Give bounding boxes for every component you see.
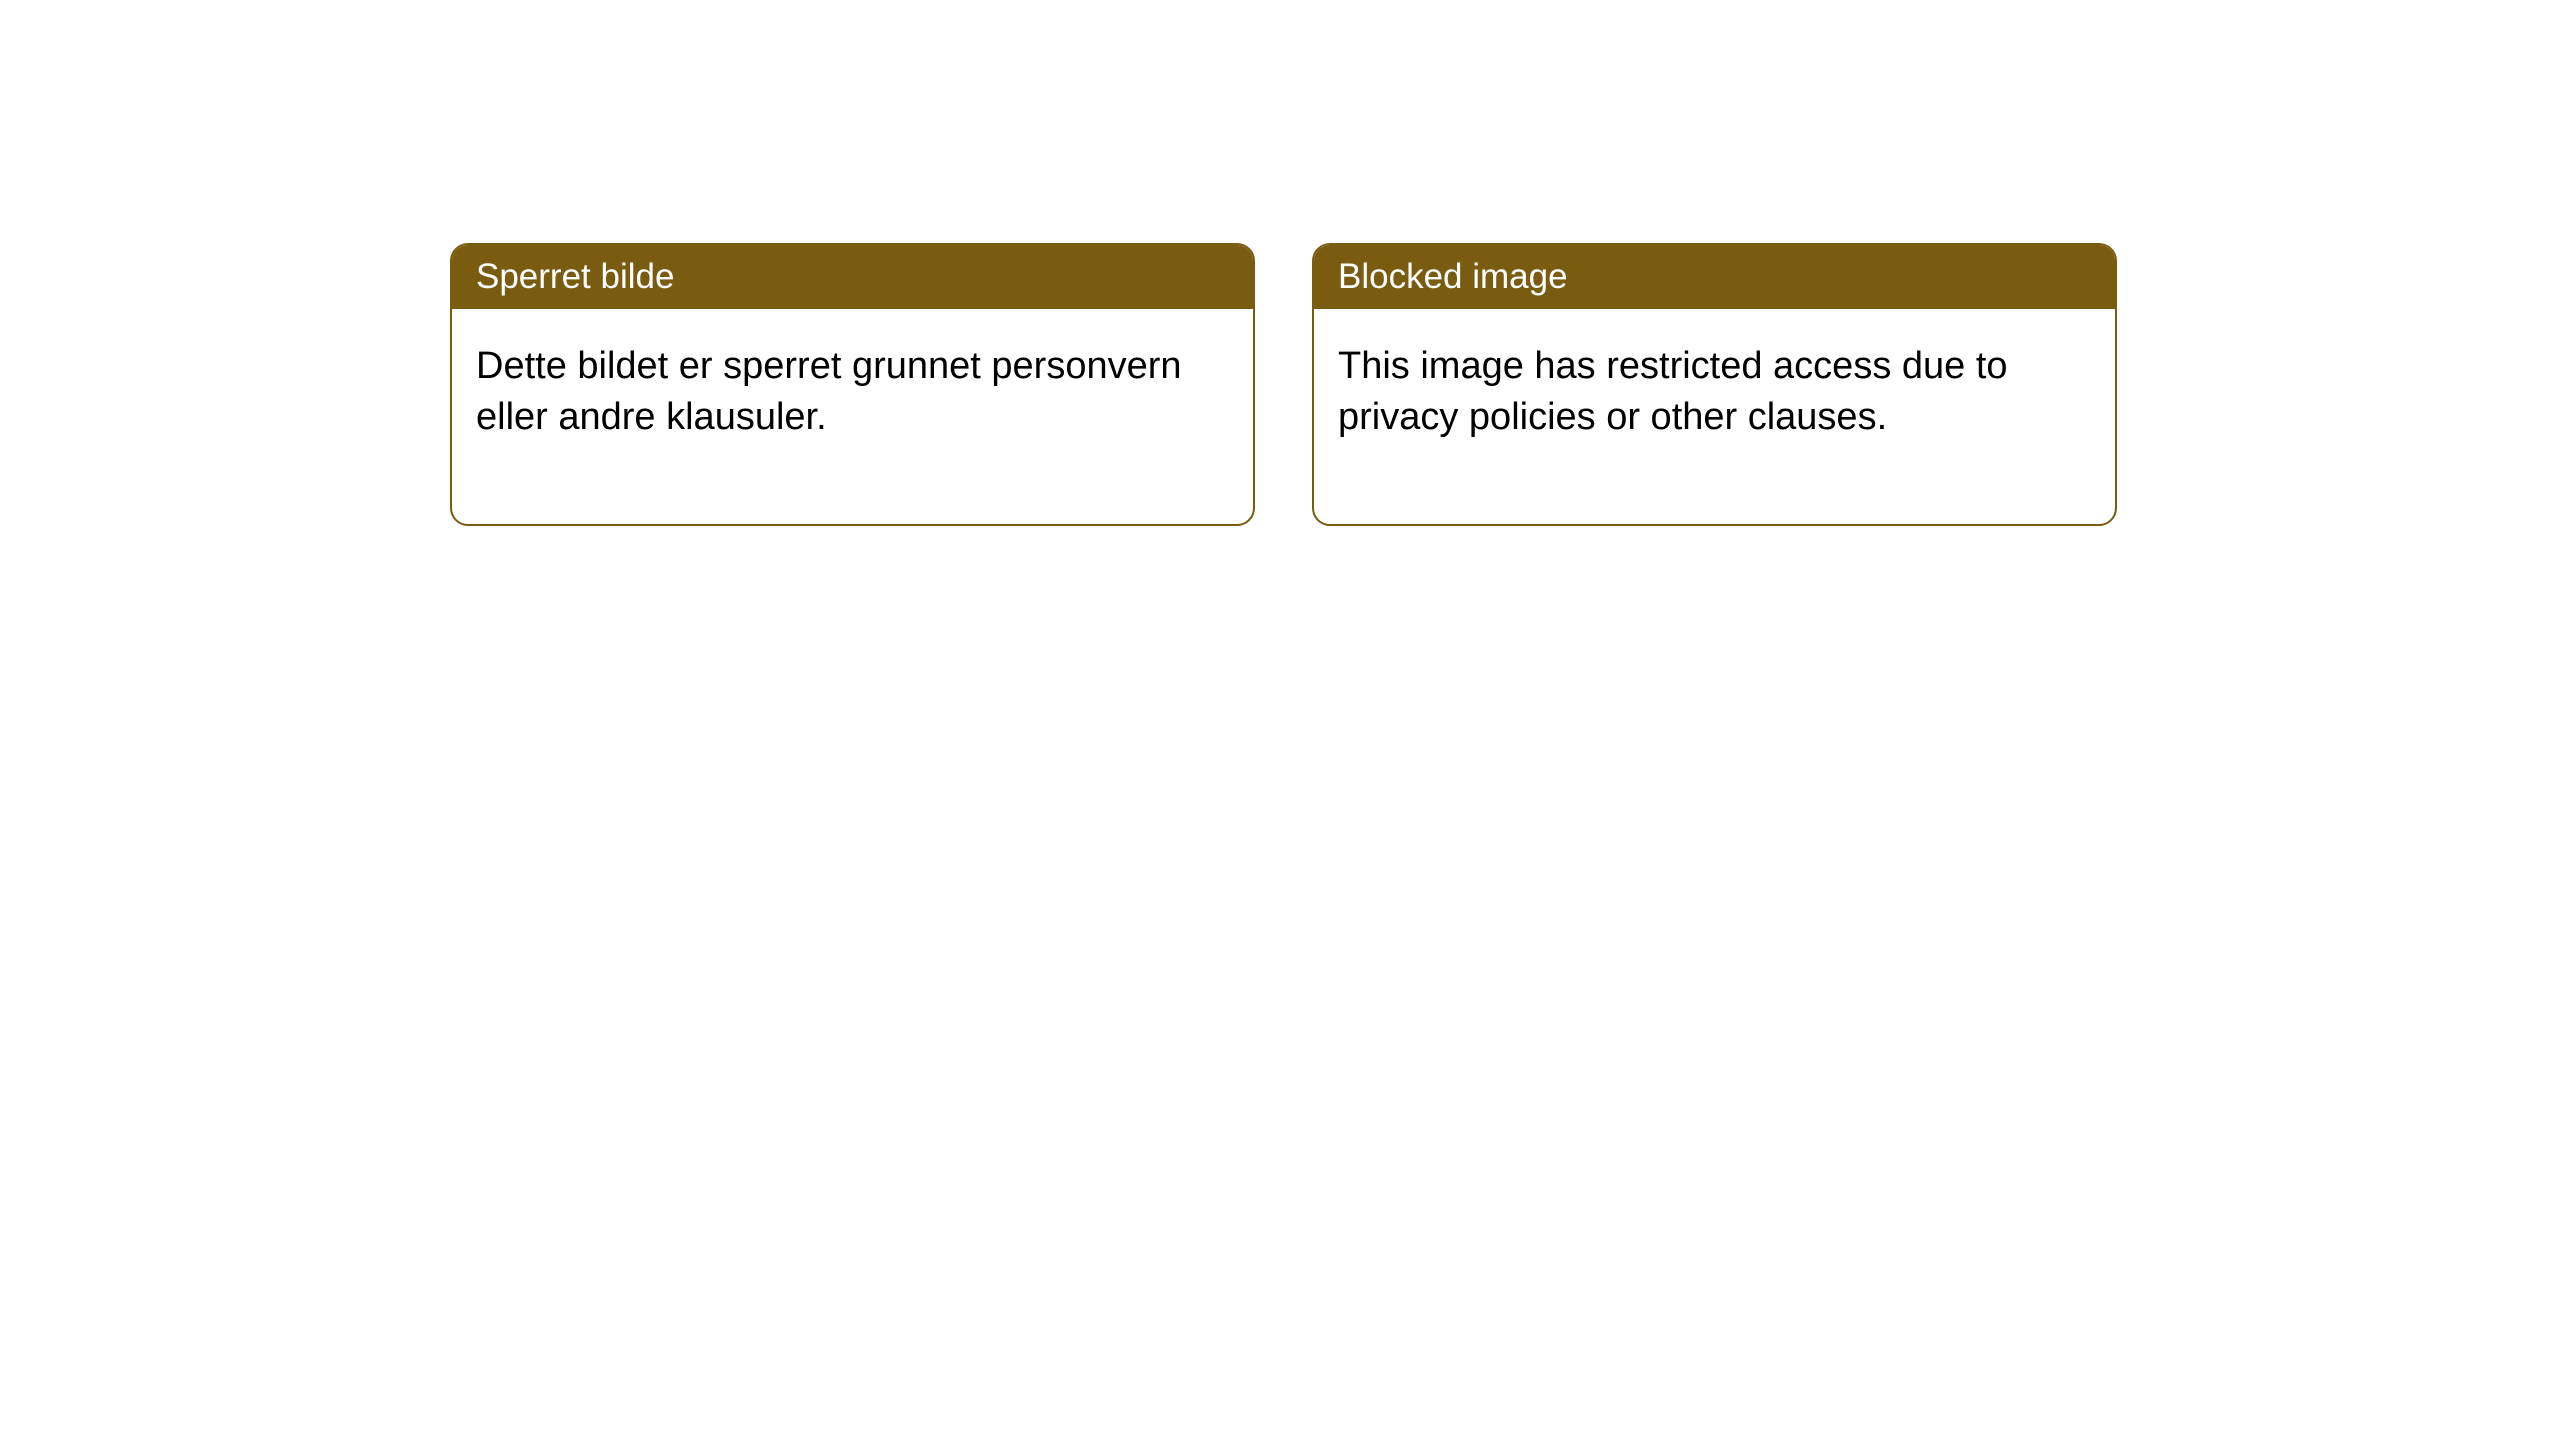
card-title: Blocked image xyxy=(1338,257,1568,296)
card-body-text: Dette bildet er sperret grunnet personve… xyxy=(476,345,1182,438)
card-body: Dette bildet er sperret grunnet personve… xyxy=(452,309,1253,524)
card-header: Sperret bilde xyxy=(452,245,1253,309)
blocked-image-card-en: Blocked image This image has restricted … xyxy=(1312,243,2117,526)
blocked-image-card-no: Sperret bilde Dette bildet er sperret gr… xyxy=(450,243,1255,526)
card-header: Blocked image xyxy=(1314,245,2115,309)
card-body-text: This image has restricted access due to … xyxy=(1338,345,2008,438)
card-title: Sperret bilde xyxy=(476,257,674,296)
card-body: This image has restricted access due to … xyxy=(1314,309,2115,524)
blocked-image-notice-container: Sperret bilde Dette bildet er sperret gr… xyxy=(450,243,2560,526)
